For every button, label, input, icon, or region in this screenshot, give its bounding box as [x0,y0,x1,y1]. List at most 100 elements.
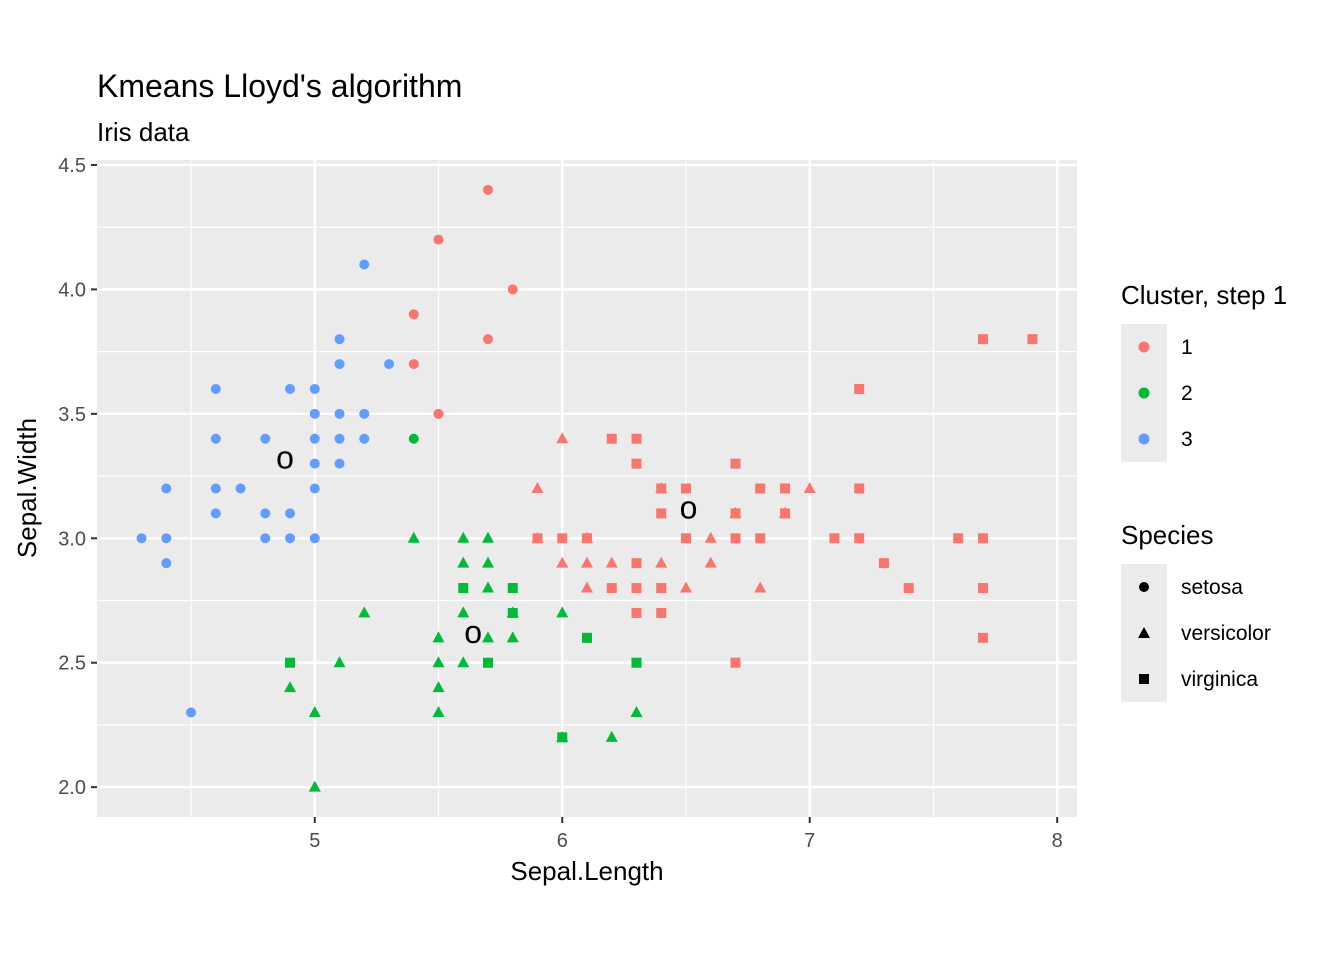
point-cluster-2-versicolor [482,556,495,568]
x-tick-label: 6 [557,830,568,852]
point-cluster-3-setosa [285,383,296,394]
point-cluster-1-setosa [433,408,444,419]
point-cluster-1-virginica [953,533,964,544]
legend-label-versicolor: versicolor [1181,622,1271,645]
point-cluster-1-versicolor [704,556,717,568]
point-cluster-1-virginica [854,483,865,494]
point-cluster-2-virginica [285,657,296,668]
legend-key-setosa [1139,582,1149,592]
point-cluster-2-versicolor [333,656,346,668]
point-cluster-1-virginica [755,483,766,494]
point-cluster-2-versicolor [432,705,445,717]
x-axis: 5 6 7 8 [309,817,1063,852]
legend-cluster-title: Cluster, step 1 [1121,280,1287,310]
x-tick-label: 7 [804,830,815,852]
point-cluster-2-versicolor [506,631,519,643]
point-cluster-3-setosa [359,408,370,419]
point-cluster-1-virginica [631,558,642,569]
point-cluster-1-versicolor [581,556,593,568]
point-cluster-1-setosa [483,184,494,195]
point-cluster-3-setosa [334,408,345,419]
legend-species-title: Species [1121,520,1214,550]
point-cluster-3-setosa [334,359,345,370]
point-cluster-1-setosa [433,234,444,245]
point-cluster-1-virginica [829,533,840,544]
legend-cluster: Cluster, step 1 1 2 3 [1121,280,1287,462]
y-axis-title: Sepal.Width [12,418,42,558]
legend-key-cluster-3 [1138,433,1150,445]
point-cluster-1-setosa [483,334,494,345]
point-cluster-1-setosa [408,309,419,320]
point-cluster-3-setosa [186,707,197,718]
y-tick-label: 4.0 [58,279,86,301]
y-tick-label: 4.5 [58,155,86,177]
point-cluster-2-versicolor [308,705,321,717]
point-cluster-2-versicolor [630,705,643,717]
point-cluster-1-virginica [680,533,691,544]
point-cluster-2-virginica [631,657,642,668]
point-cluster-1-virginica [730,533,741,544]
point-cluster-3-setosa [309,483,320,494]
point-cluster-1-virginica [779,483,790,494]
point-cluster-1-virginica [977,632,988,643]
point-cluster-2-virginica [483,657,494,668]
point-cluster-2-versicolor [432,656,445,668]
point-cluster-3-setosa [285,533,296,544]
point-cluster-1-versicolor [556,556,569,568]
point-cluster-3-setosa [161,483,172,494]
point-cluster-3-setosa [210,483,221,494]
point-cluster-1-virginica [631,458,642,469]
point-cluster-3-setosa [334,334,345,345]
legend-key-virginica [1139,674,1149,684]
point-cluster-3-setosa [309,383,320,394]
point-cluster-2-versicolor [284,681,297,693]
point-cluster-1-versicolor [655,556,668,568]
point-cluster-2-versicolor [407,531,420,543]
point-cluster-2-setosa [408,433,419,444]
y-axis: 2.0 2.5 3.0 3.5 4.0 4.5 [58,155,97,799]
point-cluster-1-virginica [1027,334,1038,345]
chart-subtitle: Iris data [97,117,190,147]
point-cluster-1-virginica [631,583,642,594]
point-cluster-2-versicolor [482,631,495,643]
point-cluster-2-versicolor [482,531,495,543]
point-cluster-2-virginica [557,732,568,743]
y-tick-label: 2.5 [58,653,86,675]
point-cluster-1-virginica [977,533,988,544]
point-cluster-1-virginica [656,607,667,618]
point-cluster-3-setosa [136,533,147,544]
point-cluster-3-setosa [309,458,320,469]
point-cluster-3-setosa [260,533,271,544]
centroid-2: o [464,614,482,650]
point-cluster-1-virginica [903,583,914,594]
point-cluster-2-versicolor [457,606,470,618]
plot-panel [97,160,1077,817]
point-cluster-2-versicolor [358,606,371,618]
legend-label-virginica: virginica [1181,668,1258,691]
centroid-markers: o o o [276,440,697,650]
point-cluster-1-versicolor [754,581,767,593]
data-points [136,184,1038,792]
centroid-1: o [276,440,294,476]
point-cluster-3-setosa [334,458,345,469]
point-cluster-1-virginica [631,607,642,618]
point-cluster-1-versicolor [556,432,569,444]
point-cluster-1-virginica [606,583,617,594]
y-tick-label: 2.0 [58,777,86,799]
point-cluster-3-setosa [161,533,172,544]
point-cluster-3-setosa [260,508,271,519]
point-cluster-1-versicolor [605,556,618,568]
point-cluster-1-virginica [854,383,865,394]
point-cluster-2-versicolor [556,606,569,618]
point-cluster-1-setosa [408,359,419,370]
point-cluster-1-virginica [977,334,988,345]
point-cluster-2-virginica [582,632,592,643]
point-cluster-3-setosa [334,433,345,444]
point-cluster-2-versicolor [605,730,618,742]
point-cluster-1-versicolor [704,531,717,543]
point-cluster-1-virginica [977,583,988,594]
point-cluster-1-versicolor [531,482,544,493]
point-cluster-3-setosa [309,433,320,444]
point-cluster-3-setosa [260,433,271,444]
